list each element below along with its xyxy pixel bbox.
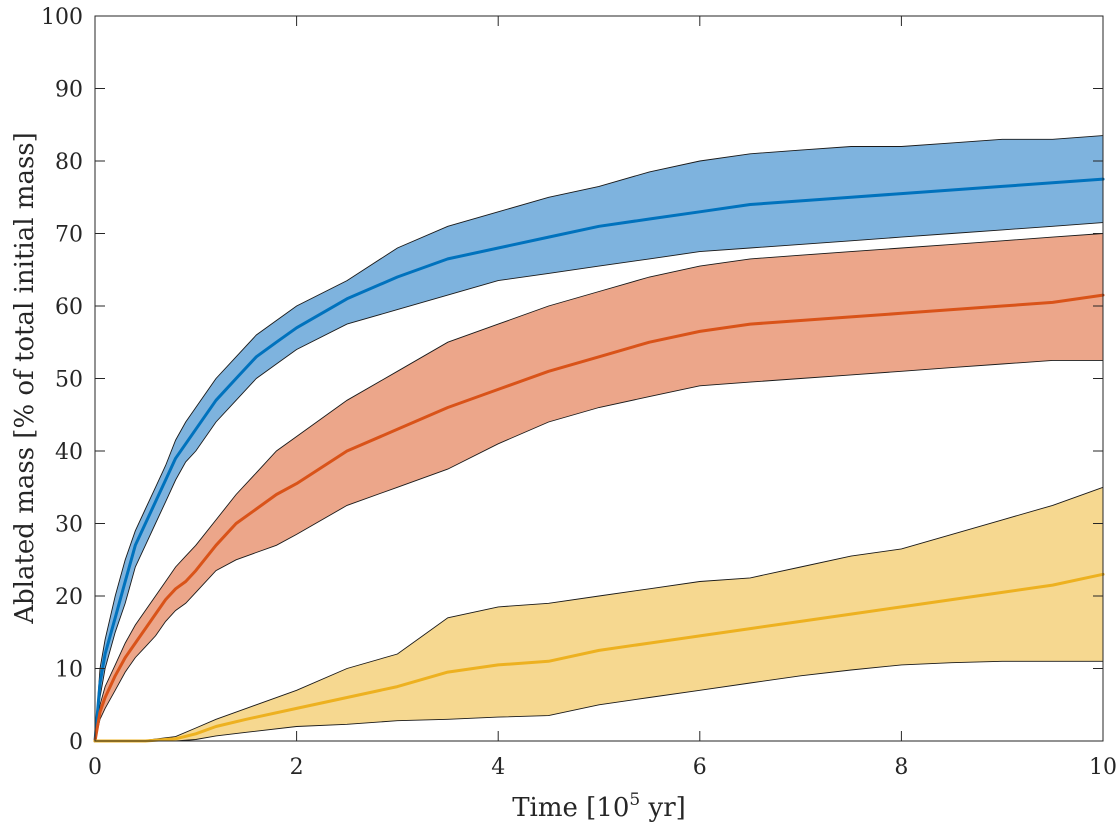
x-axis-label-unit: yr]	[640, 793, 686, 823]
y-tick-label: 30	[55, 513, 83, 538]
x-tick-label: 2	[290, 755, 304, 780]
band-lower-edge-orange	[94, 359, 1103, 742]
band-lower-edge-blue	[94, 222, 1104, 742]
x-tick-label: 0	[88, 755, 102, 780]
band-upper-edge-orange	[94, 233, 1104, 742]
y-tick-label: 100	[41, 5, 83, 30]
y-tick-label: 70	[55, 223, 83, 248]
band-yellow	[95, 487, 1103, 741]
band-upper-edge-blue	[94, 135, 1104, 742]
mean-lines	[93, 177, 1105, 743]
mean-line-blue	[93, 177, 1105, 743]
x-tick-label: 4	[491, 755, 505, 780]
y-tick-label: 10	[55, 658, 83, 683]
x-axis-label: Time [105 yr]	[512, 790, 686, 823]
y-tick-label: 60	[55, 295, 83, 320]
x-tick-label: 8	[894, 755, 908, 780]
band-lower-edge-yellow	[95, 660, 1103, 742]
x-tick-label: 6	[693, 755, 707, 780]
mean-line-yellow	[93, 572, 1105, 743]
y-axis: 0 10 20 30 40 50 60 70 80 90 100	[41, 5, 1103, 755]
band-orange	[95, 233, 1103, 741]
y-tick-label: 40	[55, 440, 83, 465]
y-tick-label: 50	[55, 368, 83, 393]
band-blue	[95, 135, 1103, 742]
y-tick-label: 90	[55, 78, 83, 103]
x-axis-label-exponent: 5	[629, 790, 640, 810]
x-axis-label-text: Time [10	[512, 793, 629, 823]
y-axis-label: Ablated mass [% of total initial mass]	[10, 132, 40, 625]
y-tick-label: 20	[55, 585, 83, 610]
band-upper-edge-yellow	[94, 486, 1104, 742]
confidence-bands	[94, 135, 1104, 742]
mean-line-orange	[93, 293, 1105, 743]
y-tick-label: 80	[55, 150, 83, 175]
x-axis: 0 2 4 6 8 10	[88, 16, 1117, 780]
y-tick-label: 0	[69, 730, 83, 755]
x-tick-label: 10	[1089, 755, 1117, 780]
